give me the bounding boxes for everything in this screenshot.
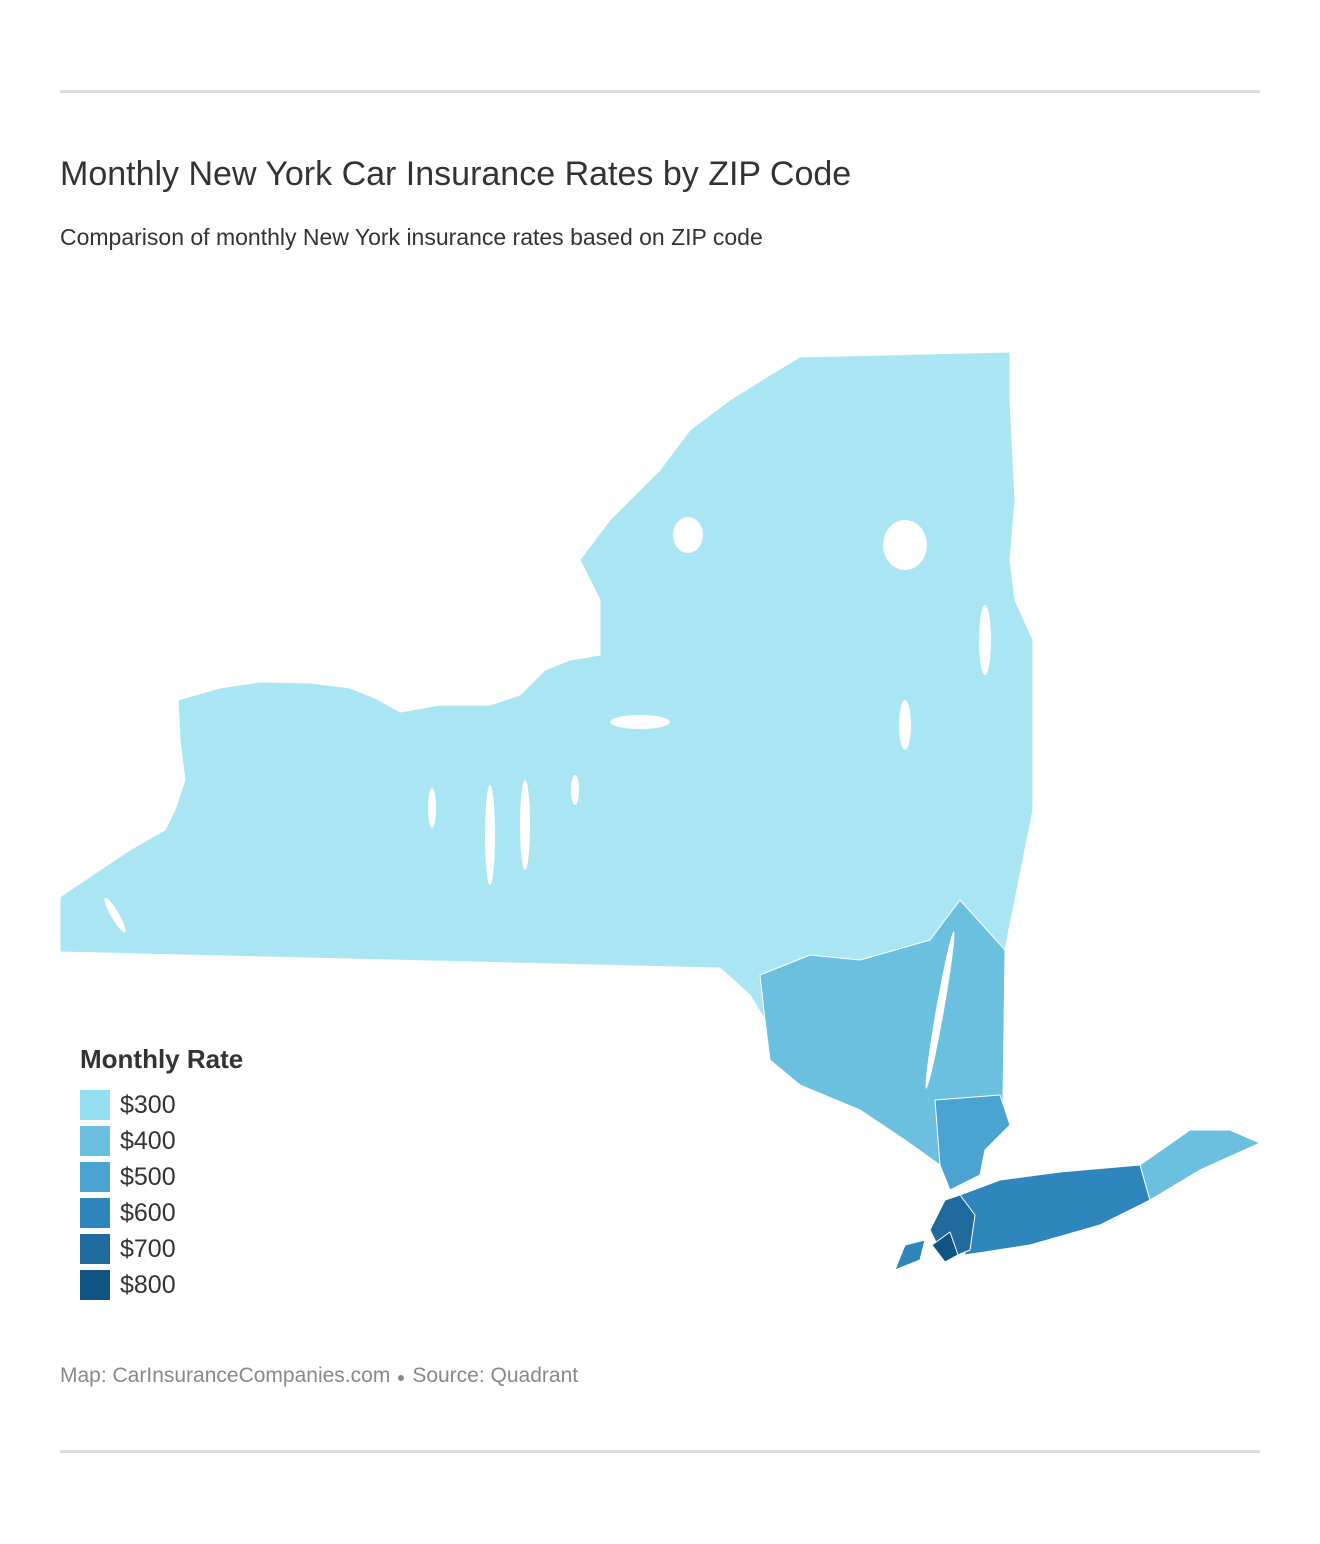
legend-item: $700 <box>80 1231 243 1267</box>
bottom-rule <box>60 1450 1260 1453</box>
lakes <box>104 517 991 1089</box>
legend-label: $700 <box>120 1234 176 1263</box>
source: Source: Quadrant <box>412 1364 579 1387</box>
river <box>925 931 955 1089</box>
lake <box>428 788 436 828</box>
legend-item: $800 <box>80 1267 243 1303</box>
lake <box>899 700 911 750</box>
legend-title: Monthly Rate <box>80 1044 244 1074</box>
legend-swatch <box>80 1090 110 1120</box>
legend-swatch <box>80 1126 110 1156</box>
legend-items: $300 $400 $500 $600 $700 $800 <box>80 1087 243 1303</box>
legend-item: $300 <box>80 1087 243 1123</box>
lake <box>104 897 126 933</box>
legend-swatch <box>80 1270 110 1300</box>
legend-swatch <box>80 1234 110 1264</box>
legend-label: $500 <box>120 1162 176 1191</box>
legend-item: $500 <box>80 1159 243 1195</box>
lake <box>883 520 927 570</box>
east-end-region <box>1139 1129 1261 1201</box>
staten-island-region <box>894 1239 926 1271</box>
separator <box>398 1375 405 1381</box>
lake <box>485 785 495 885</box>
footer: Map: CarInsuranceCompanies.com Source: Q… <box>60 1364 578 1388</box>
top-rule <box>60 90 1260 93</box>
lake <box>610 715 670 729</box>
lake <box>979 605 991 675</box>
lake <box>571 775 579 805</box>
legend-item: $400 <box>80 1123 243 1159</box>
legend-label: $600 <box>120 1198 176 1227</box>
brooklyn-region <box>931 1231 959 1263</box>
title: Monthly New York Car Insurance Rates by … <box>60 155 852 193</box>
subtitle: Comparison of monthly New York insurance… <box>60 224 763 250</box>
lake <box>520 780 530 870</box>
legend-label: $300 <box>120 1090 176 1119</box>
legend-swatch <box>80 1162 110 1192</box>
legend-swatch <box>80 1198 110 1228</box>
lake <box>673 517 703 553</box>
credit: Map: CarInsuranceCompanies.com <box>60 1364 391 1387</box>
legend-item: $600 <box>80 1195 243 1231</box>
westchester-region <box>934 1094 1011 1191</box>
legend: Monthly Rate $300 $400 $500 $600 $700 $800 <box>80 1044 243 1303</box>
legend-label: $400 <box>120 1126 176 1155</box>
long-island-region <box>959 1164 1151 1256</box>
legend-label: $800 <box>120 1270 176 1299</box>
